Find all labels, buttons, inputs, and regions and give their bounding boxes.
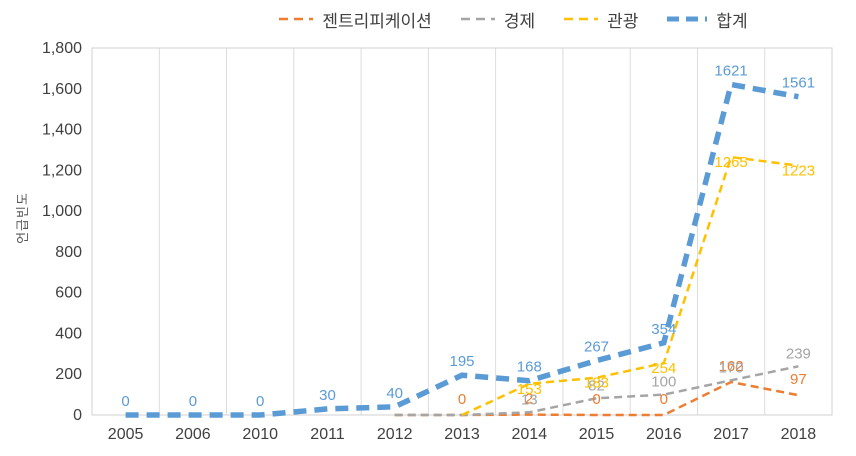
legend-label-total: 합계 <box>716 11 748 31</box>
data-label-tourism: 1265 <box>714 154 747 171</box>
x-tick-label: 2011 <box>310 426 345 443</box>
data-label-tourism: 1223 <box>782 163 815 180</box>
y-tick-label: 200 <box>55 366 82 383</box>
data-label-total: 267 <box>584 339 609 356</box>
x-tick-label: 2012 <box>377 426 413 443</box>
legend-label-economy: 경제 <box>503 11 536 31</box>
data-label-economy: 82 <box>588 377 605 394</box>
data-label-gentrification: 162 <box>719 358 744 375</box>
y-tick-label: 600 <box>55 285 82 302</box>
data-label-economy: 239 <box>786 345 811 362</box>
y-tick-label: 1,800 <box>42 40 82 57</box>
data-label-gentrification: 97 <box>790 371 807 388</box>
y-tick-label: 1,400 <box>42 122 82 139</box>
legend-label-gentrification: 젠트리피케이션 <box>322 11 432 31</box>
y-tick-label: 400 <box>55 325 82 342</box>
data-label-total: 0 <box>256 393 264 410</box>
legend-line-tourism <box>564 17 599 21</box>
y-tick-label: 0 <box>73 407 82 424</box>
data-label-total: 168 <box>517 359 542 376</box>
data-label-total: 1561 <box>782 75 815 92</box>
legend-item-tourism: 관광 <box>563 7 638 32</box>
x-tick-label: 2010 <box>242 426 278 443</box>
legend-item-gentrification: 젠트리피케이션 <box>278 7 432 32</box>
x-tick-label: 2006 <box>175 426 211 443</box>
plot-area: 0 200 400 600 800 1,000 1,200 1,400 1,600 1,800 20… <box>0 36 856 456</box>
x-tick-label: 2016 <box>646 426 682 443</box>
y-tick-label: 1,600 <box>42 81 82 98</box>
legend-line-economy <box>460 17 495 21</box>
data-label-total: 195 <box>449 353 474 370</box>
data-label-total: 1621 <box>714 63 747 80</box>
data-label-economy: 100 <box>651 374 676 391</box>
y-tick-label: 1,000 <box>42 203 82 220</box>
data-label-total: 40 <box>386 385 403 402</box>
y-tick-label: 1,200 <box>42 162 82 179</box>
data-label-total: 354 <box>651 321 676 338</box>
data-label-gentrification: 0 <box>592 391 600 408</box>
x-tick-label: 2005 <box>108 426 144 443</box>
x-tick-label: 2017 <box>713 426 749 443</box>
data-label-total: 30 <box>319 387 336 404</box>
legend-line-gentrification <box>279 17 314 21</box>
series-line-tourism <box>461 155 799 417</box>
legend-item-total: 합계 <box>666 7 748 32</box>
data-label-tourism: 153 <box>517 381 542 398</box>
data-label-gentrification: 0 <box>458 391 466 408</box>
data-label-total: 0 <box>121 393 129 410</box>
data-label-tourism: 254 <box>651 360 676 377</box>
y-tick-label: 800 <box>55 244 82 261</box>
series-line-total <box>125 81 799 418</box>
x-tick-label: 2013 <box>444 426 480 443</box>
chart-plot: 02004006008001,0001,2001,4001,6001,80020… <box>42 40 833 443</box>
data-label-gentrification: 0 <box>660 391 668 408</box>
data-label-tourism: 183 <box>584 375 609 392</box>
data-label-economy: 13 <box>521 391 538 408</box>
data-label-total: 0 <box>189 393 197 410</box>
x-tick-label: 2014 <box>512 426 548 443</box>
legend-line-total <box>667 16 708 22</box>
data-label-gentrification: 2 <box>525 391 533 408</box>
legend: 젠트리피케이션 경제 관광 합계 <box>0 4 856 34</box>
legend-item-economy: 경제 <box>460 7 535 32</box>
x-tick-label: 2015 <box>579 426 615 443</box>
legend-label-tourism: 관광 <box>607 11 639 31</box>
x-tick-label: 2018 <box>781 426 817 443</box>
data-label-economy: 170 <box>719 359 744 376</box>
